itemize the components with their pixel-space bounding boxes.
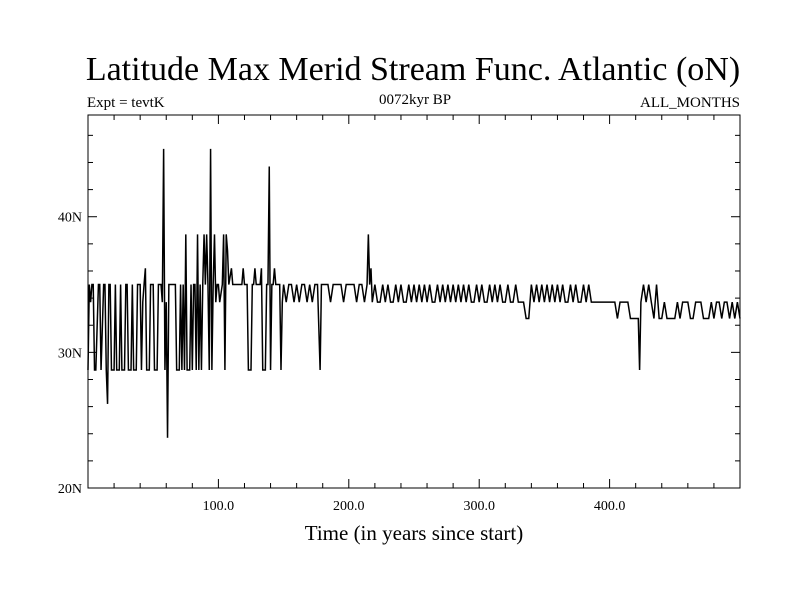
plot-frame — [87, 114, 741, 489]
x-tick-label: 100.0 — [203, 499, 235, 514]
months-label: ALL_MONTHS — [640, 95, 740, 111]
series-line — [87, 148, 741, 438]
y-tick-label: 40N — [58, 211, 82, 226]
y-tick-label: 20N — [58, 482, 82, 497]
x-tick-label: 200.0 — [333, 499, 365, 514]
y-tick-label: 30N — [58, 346, 82, 361]
tick-labels: 100.0 200.0 300.0 400.0 20N 30N 40N — [58, 211, 625, 514]
period-label: 0072kyr BP — [379, 92, 451, 108]
x-tick-label: 400.0 — [594, 499, 626, 514]
experiment-label: Expt = tevtK — [87, 95, 165, 111]
x-tick-label: 300.0 — [463, 499, 495, 514]
chart-title: Latitude Max Merid Stream Func. Atlantic… — [86, 51, 740, 88]
x-axis-label: Time (in years since start) — [305, 521, 524, 545]
